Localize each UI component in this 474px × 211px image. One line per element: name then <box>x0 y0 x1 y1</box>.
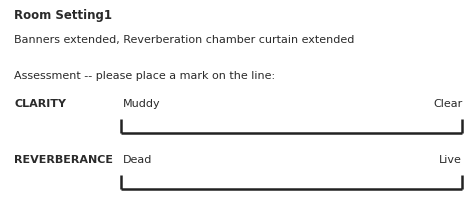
Text: Live: Live <box>439 155 462 165</box>
Text: Banners extended, Reverberation chamber curtain extended: Banners extended, Reverberation chamber … <box>14 35 355 45</box>
Text: Room Setting1: Room Setting1 <box>14 9 112 23</box>
Text: CLARITY: CLARITY <box>14 99 66 110</box>
Text: Dead: Dead <box>123 155 153 165</box>
Text: Clear: Clear <box>433 99 462 110</box>
Text: Muddy: Muddy <box>123 99 161 110</box>
Text: REVERBERANCE: REVERBERANCE <box>14 155 113 165</box>
Text: Assessment -- please place a mark on the line:: Assessment -- please place a mark on the… <box>14 71 275 81</box>
